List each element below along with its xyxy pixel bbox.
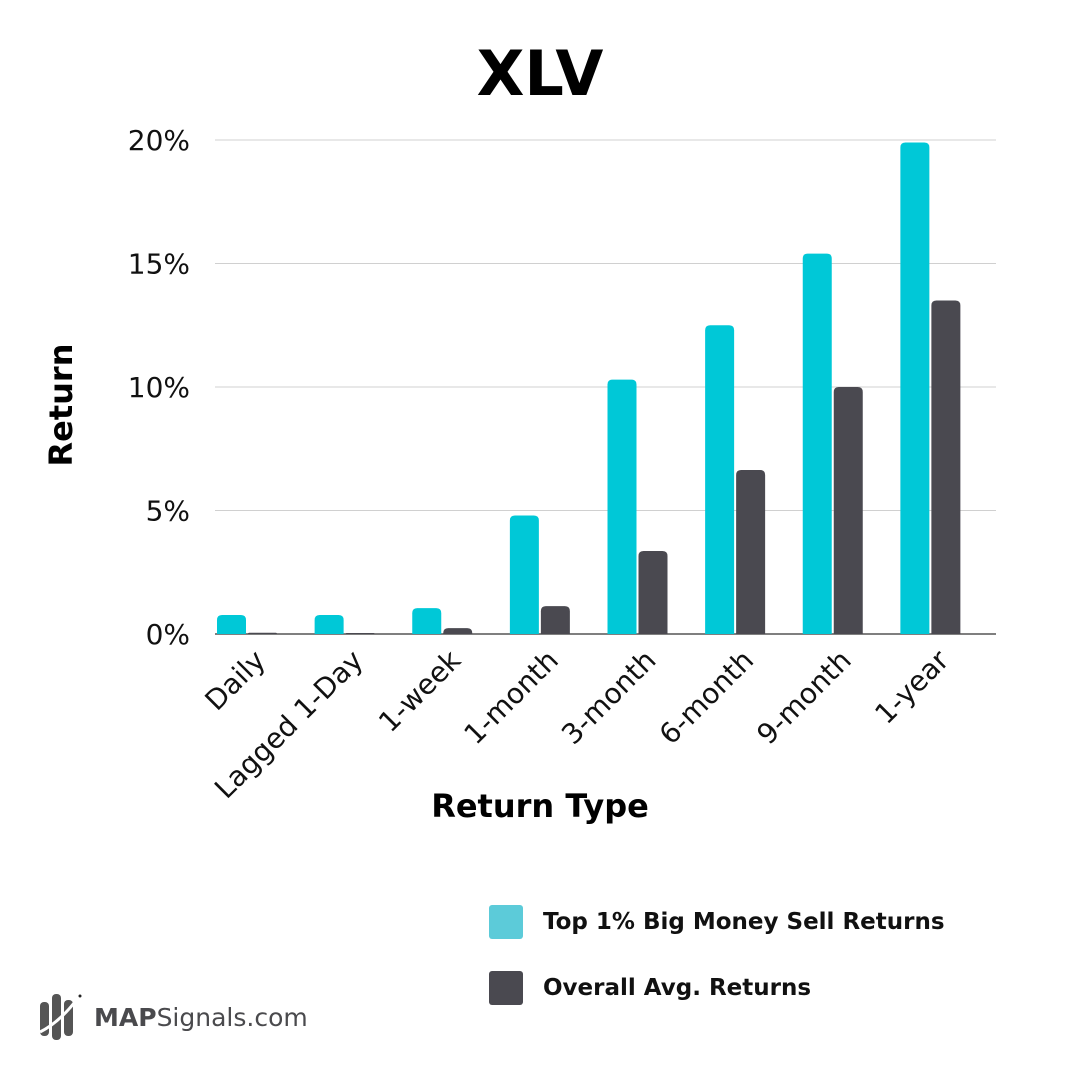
x-tick-label: 1-week [372,643,468,739]
legend-swatch [489,905,523,939]
legend-label: Top 1% Big Money Sell Returns [543,909,945,935]
legend-swatch [489,971,523,1005]
bar-overall-1-month [540,606,570,634]
y-tick-label: 5% [146,495,190,528]
bar-top-sell-1-week [412,608,442,634]
x-tick-label: 3-month [555,644,662,751]
x-tick-label: 6-month [653,644,760,751]
bar-overall-9-month [833,387,863,634]
x-axis-label: Return Type [431,787,649,825]
bar-overall-1-week [443,628,473,634]
legend-item-overall: Overall Avg. Returns [489,971,811,1005]
bar-overall-1-year [931,300,961,634]
y-tick-label: 0% [146,618,190,651]
bar-top-sell-lagged-1-day [314,614,344,634]
bar-overall-6-month [736,469,766,634]
x-tick-label: 9-month [750,644,857,751]
y-tick-label: 15% [128,248,190,281]
bar-overall-lagged-1-day [345,633,375,634]
bar-top-sell-6-month [705,325,735,634]
x-tick-label: Daily [199,644,272,717]
logo-mark-icon [39,994,82,1040]
x-tick-label: 1-year [868,643,955,730]
chart-title: XLV [477,37,604,110]
x-tick-label: 1-month [457,644,564,751]
y-tick-label: 10% [128,371,190,404]
y-tick-label: 20% [128,124,190,157]
bar-top-sell-1-year [900,142,930,634]
y-axis-label: Return [42,344,80,467]
bar-top-sell-9-month [802,253,832,634]
mapsignals-logo: MAPSignals.com [38,992,308,1042]
bar-overall-3-month [638,551,668,634]
bar-overall-daily [248,632,277,634]
logo-rest: Signals.com [156,1002,308,1032]
bar-top-sell-daily [217,614,246,634]
bar-top-sell-1-month [509,515,539,634]
legend-label: Overall Avg. Returns [543,975,812,1001]
legend-item-top-sell: Top 1% Big Money Sell Returns [489,905,945,939]
bar-top-sell-3-month [607,379,637,634]
logo-bold: MAP [94,1002,157,1032]
